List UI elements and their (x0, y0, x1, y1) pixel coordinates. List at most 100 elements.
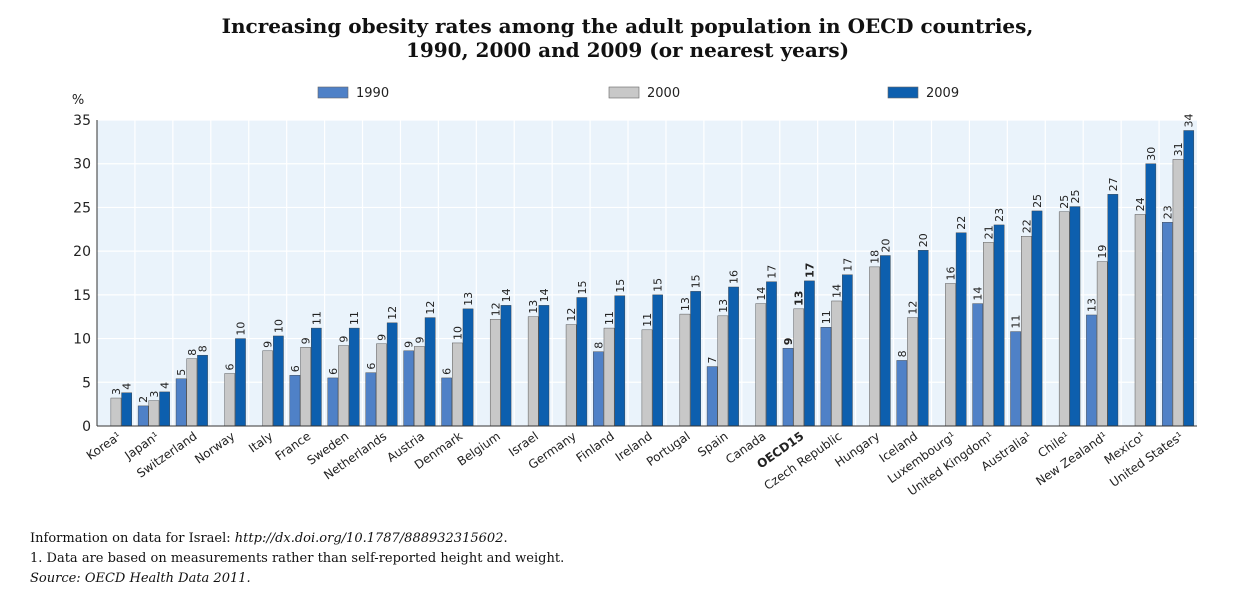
bar-2009 (614, 295, 626, 427)
category-group: 8 11 15 (592, 279, 627, 427)
category-group: 23 4 (137, 382, 172, 427)
category-group: 14 17 (755, 265, 778, 427)
data-label-2000: 31 (1172, 142, 1185, 156)
source-note: Source: OECD Health Data 2011. (30, 569, 564, 589)
chart-title-line2: 1990, 2000 and 2009 (or nearest years) (405, 38, 850, 62)
data-label-2009: 10 (234, 322, 247, 336)
obesity-bar-chart: 1990 2000 200905101520253035%34Korea¹234Ja… (71, 86, 1197, 499)
x-tick-label: Norway (192, 429, 237, 467)
bar-2000 (755, 303, 767, 427)
bar-2000 (793, 308, 805, 427)
bar-2000 (1134, 214, 1146, 427)
data-label-2009: 23 (993, 208, 1006, 222)
category-group: 34 (110, 383, 134, 427)
bar-2009 (197, 354, 208, 427)
data-label-2000: 24 (1134, 197, 1147, 211)
bar-2009 (159, 391, 170, 427)
chart-notes: Information on data for Israel: http://d… (30, 529, 564, 589)
category-group: 9 13 17 (782, 263, 816, 427)
bar-2000 (831, 300, 842, 427)
data-label-2009: 15 (576, 280, 589, 294)
data-label-2000: 9 (375, 334, 388, 341)
bar-2009 (955, 232, 967, 427)
data-label-2009: 17 (803, 263, 816, 278)
data-label-1990: 8 (896, 350, 909, 357)
data-label-1990: 6 (365, 363, 378, 370)
y-tick-label: 0 (82, 419, 91, 435)
data-label-2000: 8 (186, 349, 199, 356)
bar-1990 (137, 405, 149, 427)
bar-2000 (376, 343, 387, 427)
data-label-2009: 20 (917, 233, 930, 247)
data-label-1990: 2 (137, 396, 150, 403)
data-label-1990: 11 (1010, 315, 1023, 329)
bar-2000 (527, 316, 539, 427)
y-tick-label: 35 (73, 113, 91, 129)
data-label-2000: 14 (831, 284, 844, 298)
data-label-2009: 4 (159, 382, 172, 389)
bar-2000 (148, 400, 160, 427)
bar-2000 (224, 373, 236, 427)
y-tick-label: 15 (73, 288, 91, 304)
y-tick-label: 5 (82, 375, 91, 391)
source-text: OECD Health Data 2011. (84, 571, 251, 586)
bar-2009 (348, 327, 360, 427)
data-label-2000: 9 (262, 341, 275, 348)
data-label-2009: 25 (1031, 194, 1044, 208)
data-label-2009: 27 (1107, 177, 1120, 191)
data-label-1990: 6 (327, 368, 340, 375)
data-label-2009: 15 (652, 278, 665, 292)
bar-2000 (262, 350, 273, 427)
y-tick-label: 10 (73, 332, 91, 348)
data-label-2000: 12 (907, 301, 920, 315)
data-label-1990: 13 (1085, 298, 1098, 312)
category-group: 99 12 (403, 301, 437, 427)
data-label-2009: 30 (1145, 147, 1158, 161)
bar-1990 (782, 347, 794, 427)
bar-1990 (593, 351, 604, 427)
legend-swatch-2000 (608, 86, 640, 99)
x-tick-label: Italy (246, 429, 275, 455)
bar-2000 (907, 317, 918, 427)
x-tick-label: Belgium (455, 429, 503, 469)
bar-2009 (1183, 130, 1195, 427)
bar-2009 (576, 297, 588, 427)
category-group: 6 10 (224, 322, 247, 427)
bar-2009 (235, 338, 246, 427)
legend-label-1990: 1990 (356, 86, 389, 101)
bar-2009 (879, 255, 891, 427)
data-label-1990: 11 (820, 310, 833, 324)
bar-1990 (972, 303, 983, 427)
bar-2009 (538, 305, 550, 427)
bar-1990 (365, 372, 377, 427)
data-label-2009: 4 (121, 383, 134, 390)
bar-1990 (175, 378, 187, 427)
bar-1990 (820, 327, 832, 427)
data-label-2000: 9 (413, 336, 426, 343)
chart-title-line1: Increasing obesity rates among the adult… (221, 14, 1034, 38)
bar-2009 (273, 335, 284, 427)
bar-2000 (717, 315, 729, 427)
data-label-2000: 6 (224, 364, 237, 371)
israel-note-suffix: . (503, 531, 508, 546)
y-tick-label: 20 (73, 244, 91, 260)
bar-2009 (1069, 206, 1081, 427)
bar-2000 (565, 324, 577, 427)
data-label-1990: 6 (441, 368, 454, 375)
bar-2000 (1096, 261, 1108, 427)
y-tick-label: 25 (73, 200, 91, 216)
chart-title: Increasing obesity rates among the adult… (0, 14, 1255, 62)
data-label-1990: 8 (592, 342, 605, 349)
israel-data-link[interactable]: http://dx.doi.org/10.1787/888932315602 (234, 531, 504, 546)
bar-2009 (311, 327, 322, 427)
bar-2009 (804, 280, 815, 427)
bar-2009 (1031, 210, 1043, 427)
israel-note: Information on data for Israel: http://d… (30, 529, 564, 549)
category-group: 9 10 (262, 319, 285, 427)
data-label-2009: 12 (386, 306, 399, 320)
data-label-2000: 19 (1096, 245, 1109, 259)
legend-label-2009: 2009 (926, 86, 959, 101)
